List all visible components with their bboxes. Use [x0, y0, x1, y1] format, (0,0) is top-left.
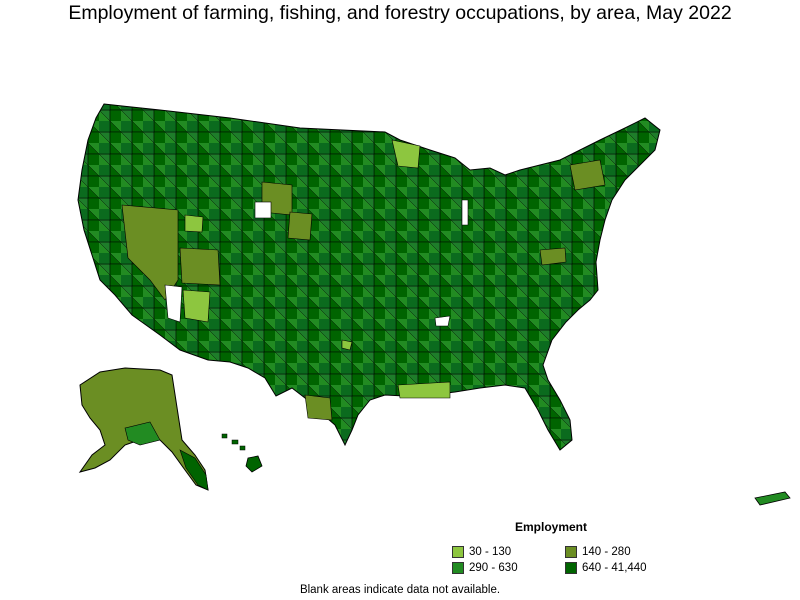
contiguous-us-region: [77, 103, 661, 451]
tx-region: [304, 394, 333, 421]
alaska-south-region: [124, 421, 161, 446]
blank-area-nevada: [164, 284, 183, 323]
legend-label: 640 - 41,440: [582, 562, 647, 574]
puerto-rico-region: [754, 491, 791, 506]
legend-item-2: 140 - 280: [565, 546, 631, 558]
legend-label: 140 - 280: [582, 546, 631, 558]
ne-region: [569, 159, 606, 191]
sd-region: [287, 211, 313, 241]
hawaii-small-island: [239, 445, 246, 451]
hawaii-small-island: [221, 433, 228, 439]
map-title: Employment of farming, fishing, and fore…: [68, 2, 732, 24]
alaska-panhandle-region: [179, 449, 209, 491]
legend-label: 30 - 130: [469, 546, 512, 558]
legend-item-1: 30 - 130: [452, 546, 511, 558]
mn-region: [391, 139, 421, 169]
legend-swatch: [452, 546, 464, 558]
legend-swatch: [565, 562, 577, 574]
az-region: [182, 289, 211, 323]
ok-region: [341, 339, 353, 351]
legend-label: 290 - 630: [469, 562, 518, 574]
footnote: Blank areas indicate data not available.: [299, 584, 501, 596]
hawaii-small-island: [231, 439, 239, 445]
utah-region: [179, 247, 221, 286]
legend-swatch: [452, 562, 464, 574]
legend-item-4: 640 - 41,440: [565, 562, 647, 574]
id-region: [184, 214, 204, 233]
hawaii-island-region: [245, 455, 263, 473]
legend-item-3: 290 - 630: [452, 562, 518, 574]
blank-area-tennessee: [434, 315, 451, 327]
blank-area-ny: [461, 199, 469, 226]
blank-area-wyoming: [254, 201, 272, 219]
gulf-region: [397, 381, 451, 399]
nevada-region: [121, 204, 179, 301]
va-region: [539, 247, 567, 266]
legend-title: Employment: [515, 520, 588, 534]
legend-swatch: [565, 546, 577, 558]
